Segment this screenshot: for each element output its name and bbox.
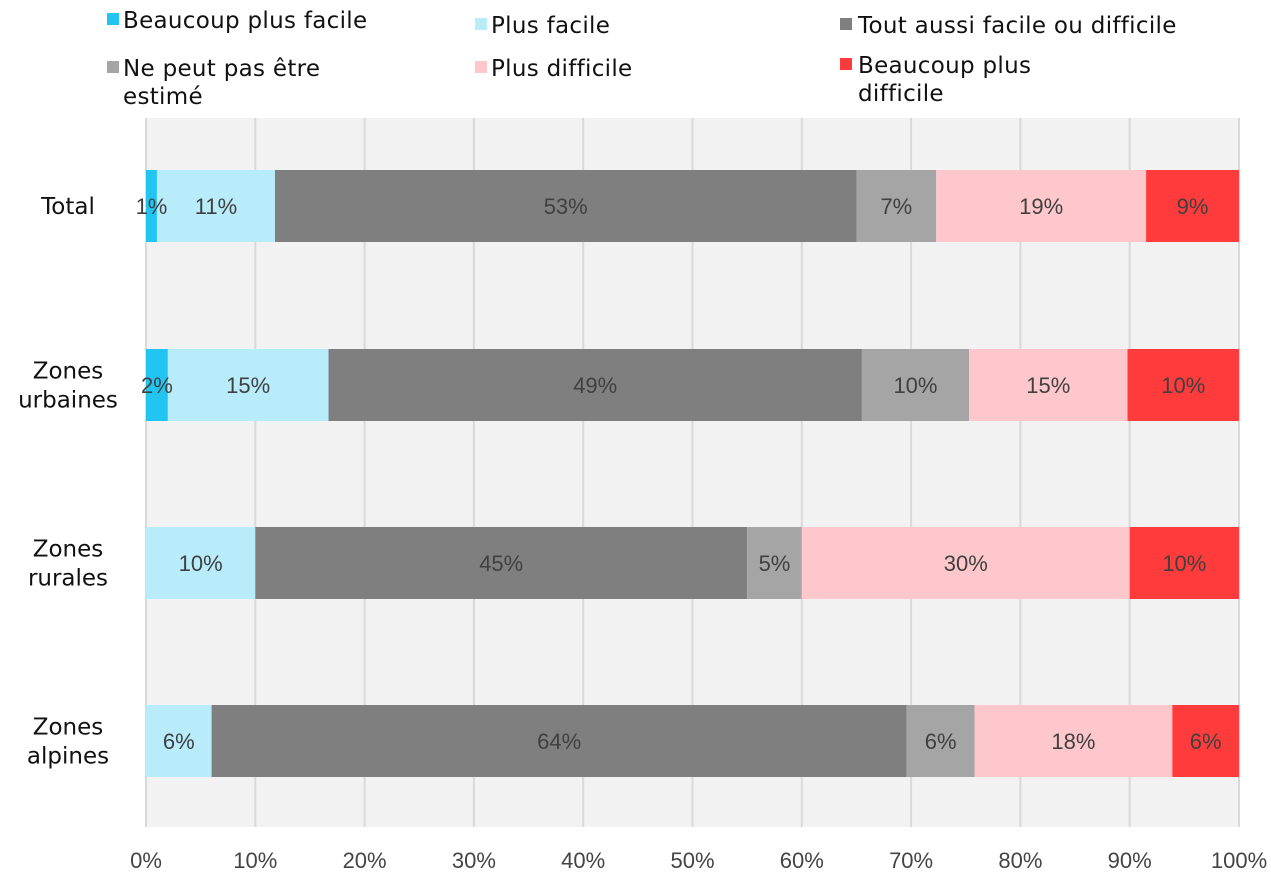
category-label: urbaines	[18, 388, 118, 414]
legend-label: Beaucoup plus	[858, 53, 1031, 79]
legend-swatch	[475, 61, 487, 73]
data-label: 30%	[944, 551, 988, 576]
legend-label: Ne peut pas être	[123, 56, 320, 82]
bar-total-plus-facile	[156, 170, 275, 242]
bar-zones-rurales-plus-difficile	[801, 527, 1130, 599]
data-label: 45%	[479, 551, 523, 576]
x-tick-label: 60%	[780, 848, 824, 871]
legend-swatch	[107, 61, 119, 73]
x-tick-label: 80%	[998, 848, 1042, 871]
data-label: 19%	[1019, 194, 1063, 219]
bar-zones-urbaines-tout-aussi-facile-ou-difficile	[328, 349, 862, 421]
data-label: 7%	[880, 194, 912, 219]
legend-swatch	[107, 13, 119, 25]
bar-total-beaucoup-plus-facile	[146, 170, 157, 242]
legend-swatch	[840, 18, 852, 30]
data-label: 49%	[573, 373, 617, 398]
legend-label: Tout aussi facile ou difficile	[857, 13, 1177, 39]
bar-zones-urbaines-beaucoup-plus-difficile	[1127, 349, 1239, 421]
x-tick-label: 50%	[670, 848, 714, 871]
data-label: 18%	[1051, 729, 1095, 754]
bar-total-tout-aussi-facile-ou-difficile	[274, 170, 857, 242]
category-label: Total	[40, 194, 95, 220]
data-label: 6%	[925, 729, 957, 754]
legend-item-beaucoup-plus-facile: Beaucoup plus facile	[107, 8, 367, 34]
x-tick-label: 40%	[561, 848, 605, 871]
bar-zones-urbaines-plus-facile	[167, 349, 329, 421]
category-label: Zones	[33, 537, 104, 563]
category-label: Zones	[33, 359, 104, 385]
data-label: 5%	[759, 551, 791, 576]
x-tick-label: 90%	[1108, 848, 1152, 871]
bar-zones-alpines-ne-peut-pas-etre-estime	[906, 705, 975, 777]
data-label: 10%	[1162, 551, 1206, 576]
data-label: 15%	[226, 373, 270, 398]
legend-item-tout-aussi-facile-ou-difficile: Tout aussi facile ou difficile	[840, 13, 1177, 39]
data-label: 10%	[893, 373, 937, 398]
bar-total-beaucoup-plus-difficile	[1146, 170, 1239, 242]
data-label: 2%	[141, 373, 173, 398]
data-label: 15%	[1026, 373, 1070, 398]
data-label: 53%	[544, 194, 588, 219]
category-label: Zones	[33, 715, 104, 741]
legend-label: Plus difficile	[491, 56, 632, 82]
bar-zones-rurales-ne-peut-pas-etre-estime	[747, 527, 802, 599]
bar-zones-urbaines-plus-difficile	[969, 349, 1128, 421]
data-label: 10%	[1161, 373, 1205, 398]
bar-zones-urbaines-ne-peut-pas-etre-estime	[861, 349, 970, 421]
data-label: 11%	[195, 194, 237, 219]
x-tick-label: 70%	[889, 848, 933, 871]
bar-total-plus-difficile	[936, 170, 1147, 242]
legend-label: estimé	[123, 84, 203, 110]
data-label: 64%	[537, 729, 581, 754]
data-label: 6%	[1190, 729, 1222, 754]
data-label: 10%	[179, 551, 223, 576]
data-label: 6%	[163, 729, 195, 754]
data-label: 9%	[1177, 194, 1209, 219]
category-label: rurales	[28, 566, 108, 592]
bar-zones-rurales-plus-facile	[146, 527, 256, 599]
x-tick-label: 0%	[130, 848, 162, 871]
bar-zones-rurales-beaucoup-plus-difficile	[1129, 527, 1239, 599]
bar-total-ne-peut-pas-etre-estime	[856, 170, 937, 242]
legend-swatch	[840, 58, 852, 70]
legend-label: Beaucoup plus facile	[123, 8, 367, 34]
bar-zones-alpines-tout-aussi-facile-ou-difficile	[211, 705, 907, 777]
legend-label: Plus facile	[491, 13, 610, 39]
x-tick-label: 10%	[233, 848, 277, 871]
legend-item-plus-facile: Plus facile	[475, 13, 610, 39]
legend-swatch	[475, 18, 487, 30]
bar-zones-urbaines-beaucoup-plus-facile	[146, 349, 168, 421]
bar-zones-alpines-beaucoup-plus-difficile	[1172, 705, 1239, 777]
bar-zones-alpines-plus-facile	[146, 705, 212, 777]
x-tick-label: 100%	[1211, 848, 1267, 871]
x-tick-label: 30%	[452, 848, 496, 871]
legend-item-plus-difficile: Plus difficile	[475, 56, 632, 82]
legend-label: difficile	[858, 81, 944, 107]
bar-zones-alpines-plus-difficile	[974, 705, 1173, 777]
bar-zones-rurales-tout-aussi-facile-ou-difficile	[255, 527, 748, 599]
x-tick-label: 20%	[343, 848, 387, 871]
data-label: 1%	[136, 194, 168, 219]
category-label: alpines	[27, 744, 109, 770]
